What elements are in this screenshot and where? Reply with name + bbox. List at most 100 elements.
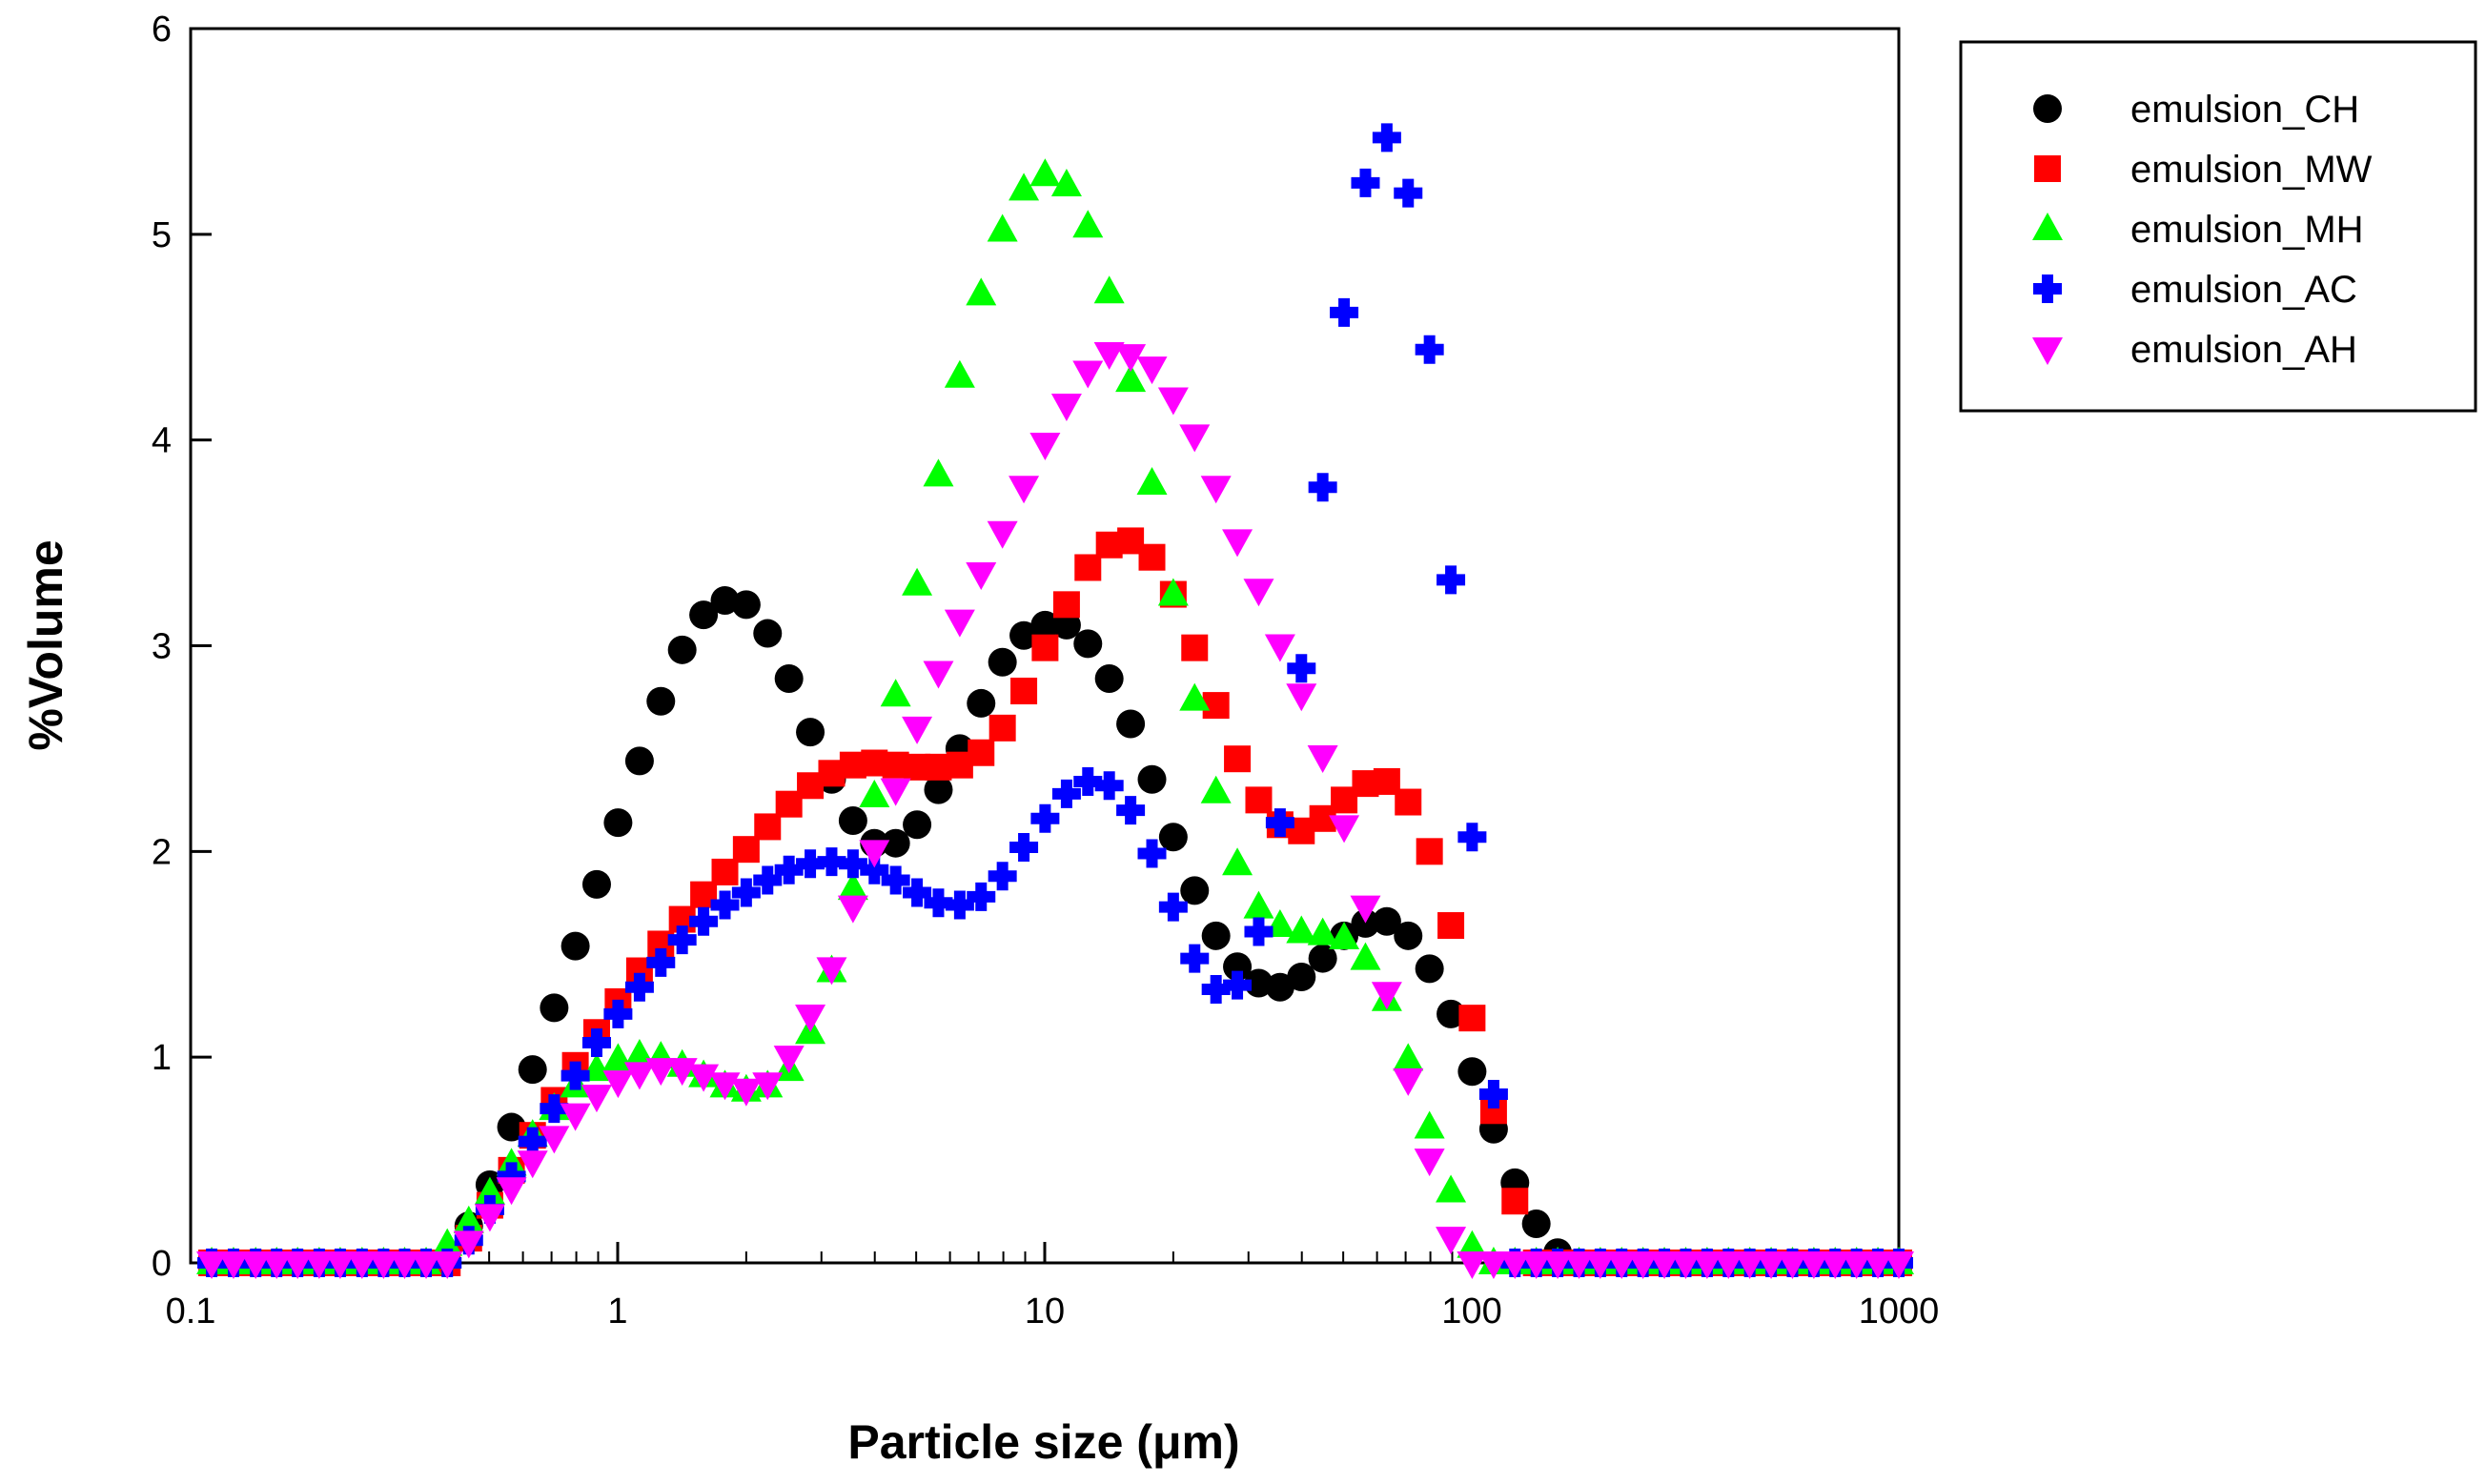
y-tick-label: 4 — [152, 421, 172, 461]
data-point — [603, 999, 633, 1028]
data-point — [838, 849, 867, 879]
data-point — [902, 567, 933, 596]
data-point — [1180, 876, 1210, 905]
data-point — [903, 810, 932, 840]
data-point — [1116, 709, 1146, 739]
data-point — [1115, 364, 1147, 393]
data-point — [967, 688, 996, 718]
data-point — [967, 882, 996, 911]
data-point — [560, 931, 590, 961]
data-point — [881, 828, 910, 858]
axis-ticks: 0 1 2 3 4 5 6 0.1 1 10 100 1000 — [152, 10, 1939, 1332]
y-axis-title: %Volume — [19, 539, 72, 750]
data-point — [1458, 1005, 1486, 1032]
data-point — [1372, 123, 1401, 152]
data-point — [1414, 1149, 1445, 1177]
data-point — [603, 808, 633, 838]
data-point — [1224, 745, 1252, 773]
data-point — [1371, 982, 1402, 1010]
data-point — [754, 813, 782, 841]
data-point — [689, 906, 719, 936]
data-point — [1884, 1251, 1914, 1279]
data-point — [1201, 921, 1231, 950]
data-point — [389, 1251, 420, 1279]
data-point — [1009, 833, 1039, 863]
data-point — [1501, 1188, 1529, 1215]
x-tick-label: 0.1 — [166, 1291, 216, 1332]
data-point — [1157, 578, 1189, 606]
y-tick-label: 6 — [152, 10, 172, 50]
data-point — [838, 805, 867, 835]
data-point — [1030, 803, 1060, 833]
data-point — [1393, 1067, 1424, 1096]
data-point — [667, 925, 697, 955]
data-point — [1202, 692, 1230, 720]
data-point — [944, 359, 975, 388]
data-point — [837, 895, 868, 924]
legend-marker-triangle-up — [2032, 213, 2063, 240]
data-point — [1072, 210, 1104, 238]
data-point — [1009, 620, 1039, 650]
data-point — [581, 869, 611, 899]
data-point — [902, 716, 933, 744]
data-point — [432, 1251, 463, 1279]
data-point — [711, 858, 739, 885]
data-point — [1584, 1251, 1616, 1279]
data-point — [966, 561, 997, 590]
data-point — [710, 586, 740, 616]
data-point — [1542, 1251, 1574, 1279]
data-point — [623, 1062, 655, 1090]
data-point — [1136, 466, 1168, 495]
data-point — [945, 890, 974, 920]
data-point — [240, 1251, 272, 1279]
legend-marker-square — [2034, 155, 2061, 182]
y-tick-label: 1 — [152, 1038, 172, 1078]
data-point — [880, 679, 911, 707]
data-point — [1029, 158, 1061, 187]
data-point — [1265, 972, 1294, 1002]
data-point — [1521, 1209, 1551, 1238]
data-point — [560, 1103, 591, 1131]
legend-marker-plus — [2033, 274, 2062, 303]
data-point — [540, 993, 569, 1023]
legend: emulsion_CH emulsion_MW emulsion_MHemulsio… — [1959, 40, 2477, 413]
data-point — [1201, 974, 1231, 1004]
data-point — [1329, 921, 1360, 949]
data-point — [1436, 1227, 1467, 1255]
data-point — [1437, 565, 1466, 595]
data-point — [602, 1070, 634, 1099]
data-point — [1329, 815, 1360, 844]
legend-label: emulsion_MW — [2130, 149, 2373, 191]
data-point — [1627, 1251, 1659, 1279]
data-point — [730, 1078, 762, 1107]
data-point — [1094, 771, 1124, 801]
data-point — [1670, 1251, 1701, 1279]
data-point — [282, 1251, 314, 1279]
series-emulsion-mh — [196, 158, 1914, 1274]
data-point — [903, 878, 932, 907]
x-tick-label: 100 — [1441, 1291, 1501, 1332]
data-point — [1287, 962, 1316, 991]
data-point — [1820, 1251, 1851, 1279]
data-point — [1073, 766, 1103, 796]
data-point — [1393, 1043, 1424, 1071]
data-point — [1394, 178, 1423, 208]
data-point — [1051, 610, 1081, 640]
data-point — [453, 1230, 484, 1259]
y-tick-label: 0 — [152, 1244, 172, 1284]
data-point — [1372, 906, 1401, 936]
data-point — [346, 1251, 377, 1279]
data-point — [518, 1127, 547, 1156]
data-point — [1179, 424, 1211, 453]
data-point — [581, 1085, 612, 1113]
data-point — [988, 714, 1016, 742]
data-point — [988, 862, 1017, 891]
data-point — [1093, 275, 1125, 304]
data-point — [1094, 664, 1124, 694]
data-point — [1031, 634, 1059, 661]
data-point — [1138, 543, 1166, 571]
data-point — [710, 890, 740, 920]
data-point — [497, 1162, 526, 1191]
data-point — [1052, 591, 1080, 619]
data-point — [261, 1251, 293, 1279]
